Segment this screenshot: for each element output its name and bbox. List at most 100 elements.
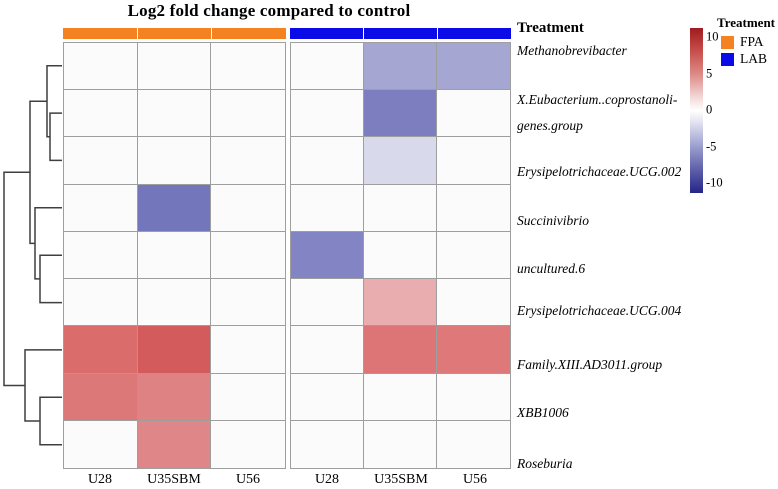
legend-entry-label: FPA: [740, 34, 764, 49]
heatmap-cell: [137, 90, 212, 138]
dendrogram-branch: [49, 112, 62, 162]
heatmap-cell: [437, 90, 510, 138]
heatmap-cell: [291, 43, 364, 91]
annotation-segment-lab: [438, 28, 511, 39]
dendrogram-branch: [39, 396, 62, 446]
heatmap-cell: [211, 184, 285, 232]
heatmap-cell: [364, 279, 437, 327]
heatmap-cell: [291, 326, 364, 374]
legend-entry: LAB: [721, 51, 775, 67]
heatmap-cell: [291, 279, 364, 327]
column-label: U56: [462, 472, 488, 487]
heatmap-cell: [137, 43, 212, 91]
row-label: Succinivibrio: [517, 213, 589, 228]
heatmap-cell: [437, 279, 510, 327]
dendrogram-branch: [34, 207, 62, 280]
dendrogram-branch: [39, 254, 62, 304]
row-label: X.Eubacterium..coprostanoli- genes.group: [517, 92, 678, 133]
row-label: Family.XIII.AD3011.group: [517, 357, 663, 372]
heatmap-cell: [64, 90, 138, 138]
row-dendrogram: [3, 64, 62, 446]
treatment-legend: Treatment FPA LAB: [717, 15, 775, 68]
heatmap-cell: [64, 184, 138, 232]
heatmap-cell: [211, 326, 285, 374]
row-label: Methanobrevibacter: [517, 43, 627, 58]
heatmap-cell: [437, 137, 510, 185]
legend-title: Treatment: [717, 15, 775, 30]
heatmap-cell: [364, 326, 437, 374]
heatmap-cell: [291, 373, 364, 421]
heatmap-cell: [291, 184, 364, 232]
heatmap-cell: [64, 43, 138, 91]
legend-entry: FPA: [721, 34, 775, 50]
heatmap-cell: [437, 326, 510, 374]
heatmap-cell: [437, 43, 510, 91]
heatmap-cell: [291, 420, 364, 468]
row-label: uncultured.6: [517, 261, 586, 276]
row-label: Roseburia: [517, 456, 573, 471]
heatmap-cell: [137, 137, 212, 185]
dendrogram-branch: [24, 349, 62, 422]
heatmap-cell: [211, 137, 285, 185]
dendrogram-branch: [29, 100, 47, 245]
annotation-bar-label: Treatment: [517, 20, 584, 36]
legend-entries: FPA LAB: [717, 34, 775, 67]
heatmap-cell: [211, 279, 285, 327]
heatmap-cell: [64, 279, 138, 327]
annotation-segment-lab: [290, 28, 363, 39]
lab-color-swatch: [721, 52, 734, 66]
heatmap-cell: [364, 420, 437, 468]
heatmap-cell: [137, 420, 212, 468]
heatmap-cell: [437, 420, 510, 468]
heatmap-cell: [437, 373, 510, 421]
annotation-segment-fpa: [63, 28, 137, 39]
heatmap-block-lab: [290, 42, 511, 469]
column-label: U35SBM: [147, 472, 201, 487]
heatmap-cell: [64, 231, 138, 280]
annotation-segment-fpa: [212, 28, 286, 39]
heatmap-cell: [137, 231, 212, 280]
heatmap-cell: [211, 373, 285, 421]
heatmap-cell: [211, 90, 285, 138]
heatmap-cell: [291, 231, 364, 280]
heatmap-cell: [211, 231, 285, 280]
heatmap-block-fpa: [63, 42, 286, 469]
colorbar-tick-label: 10: [706, 29, 719, 44]
heatmap-cell: [364, 137, 437, 185]
heatmap-cell: [364, 90, 437, 138]
heatmap-cell: [364, 43, 437, 91]
column-label: U35SBM: [374, 472, 428, 487]
heatmap-cell: [64, 326, 138, 374]
heatmap-cell: [64, 373, 138, 421]
annotation-bar-fpa: [63, 28, 286, 39]
colorbar-tick-label: -10: [706, 175, 723, 190]
row-label: Erysipelotrichaceae.UCG.002: [517, 164, 682, 179]
colorbar-tick-label: -5: [706, 139, 717, 153]
legend-entry-label: LAB: [740, 51, 767, 66]
dendrogram-branch: [3, 171, 30, 387]
annotation-bar-lab: [290, 28, 511, 39]
chart-title: Log2 fold change compared to control: [127, 1, 411, 20]
colorbar-tick-label: 0: [706, 102, 713, 117]
heatmap-cell: [291, 90, 364, 138]
heatmap-cell: [137, 326, 212, 374]
heatmap-cell: [437, 231, 510, 280]
heatmap-cell: [364, 231, 437, 280]
heatmap-cell: [64, 420, 138, 468]
colorbar-tick-label: 5: [706, 66, 713, 80]
heatmap-cell: [364, 184, 437, 232]
heatmap-cell: [437, 184, 510, 232]
column-label: U28: [87, 472, 113, 487]
row-label: XBB1006: [517, 405, 569, 420]
heatmap-cell: [291, 137, 364, 185]
heatmap-cell: [137, 184, 212, 232]
heatmap-cell: [364, 373, 437, 421]
heatmap-cell: [137, 373, 212, 421]
heatmap-cell: [211, 420, 285, 468]
column-label: U28: [314, 472, 340, 487]
heatmap-cell: [137, 279, 212, 327]
annotation-segment-fpa: [137, 28, 212, 39]
column-label: U56: [235, 472, 261, 487]
heatmap-cell: [64, 137, 138, 185]
